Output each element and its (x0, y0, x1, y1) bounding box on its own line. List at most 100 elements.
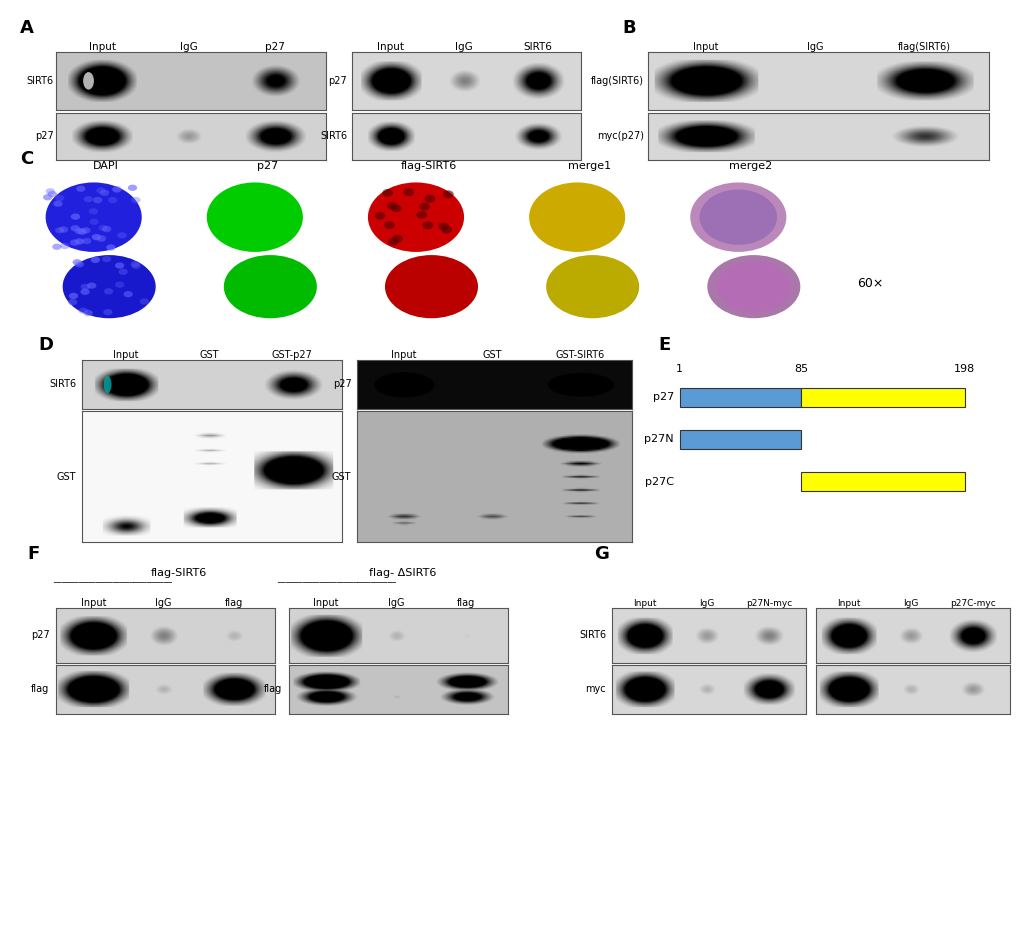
Ellipse shape (690, 182, 786, 252)
Ellipse shape (368, 182, 464, 252)
Text: SIRT6: SIRT6 (523, 41, 551, 52)
Text: flag: flag (224, 598, 243, 608)
Text: p27N: p27N (644, 434, 674, 445)
Text: 198: 198 (953, 364, 974, 374)
Text: IgG: IgG (387, 598, 404, 608)
Ellipse shape (390, 204, 401, 212)
Ellipse shape (46, 182, 142, 252)
Text: flag(SIRT6): flag(SIRT6) (591, 76, 644, 86)
Text: flag(SIRT6): flag(SIRT6) (897, 41, 950, 52)
Ellipse shape (104, 289, 113, 294)
Ellipse shape (55, 195, 64, 201)
Ellipse shape (100, 190, 109, 196)
Ellipse shape (48, 191, 57, 197)
Text: E: E (657, 336, 669, 353)
Ellipse shape (74, 227, 84, 234)
Text: IgG: IgG (903, 599, 918, 608)
Ellipse shape (72, 259, 82, 265)
Ellipse shape (112, 186, 121, 193)
Ellipse shape (716, 260, 791, 313)
Ellipse shape (403, 188, 414, 196)
Text: flag: flag (32, 684, 50, 695)
Ellipse shape (391, 235, 403, 243)
Text: p27: p27 (332, 380, 352, 389)
Ellipse shape (89, 208, 98, 214)
Text: GST: GST (331, 472, 352, 481)
Text: p27: p27 (265, 41, 284, 52)
Bar (679, 430, 801, 449)
Ellipse shape (117, 232, 126, 239)
Ellipse shape (140, 298, 149, 305)
Ellipse shape (87, 282, 96, 289)
Text: ────────────────────────────: ──────────────────────────── (277, 580, 396, 586)
Ellipse shape (115, 262, 124, 269)
Text: flag: flag (457, 598, 475, 608)
Bar (801, 387, 964, 407)
Ellipse shape (55, 227, 64, 233)
Ellipse shape (84, 310, 93, 316)
Ellipse shape (438, 223, 448, 230)
Text: Input: Input (633, 599, 656, 608)
Text: p27: p27 (328, 76, 346, 86)
Text: Input: Input (390, 350, 416, 360)
Ellipse shape (382, 189, 392, 196)
Text: merge2: merge2 (729, 162, 771, 171)
Ellipse shape (81, 284, 90, 290)
Text: ────────────────────────────: ──────────────────────────── (53, 580, 172, 586)
Ellipse shape (424, 195, 435, 203)
Ellipse shape (52, 243, 61, 250)
Ellipse shape (81, 289, 90, 295)
Ellipse shape (43, 194, 52, 200)
Text: myc: myc (585, 684, 605, 695)
Ellipse shape (422, 221, 433, 229)
Bar (801, 472, 964, 491)
Text: myc(p27): myc(p27) (597, 132, 644, 141)
Text: A: A (20, 19, 35, 37)
Text: SIRT6: SIRT6 (320, 132, 346, 141)
Text: Input: Input (89, 41, 115, 52)
Ellipse shape (123, 291, 132, 297)
Text: GST: GST (199, 350, 219, 360)
Ellipse shape (102, 256, 111, 262)
Text: Input: Input (81, 598, 106, 608)
Ellipse shape (68, 299, 77, 306)
Ellipse shape (84, 72, 94, 89)
Text: IgG: IgG (179, 41, 198, 52)
Ellipse shape (62, 255, 156, 319)
Ellipse shape (96, 236, 106, 243)
Ellipse shape (223, 255, 317, 319)
Text: IgG: IgG (455, 41, 473, 52)
Ellipse shape (77, 228, 87, 235)
Ellipse shape (102, 226, 111, 232)
Ellipse shape (91, 257, 100, 263)
Ellipse shape (82, 227, 91, 233)
Ellipse shape (104, 376, 111, 393)
Text: G: G (593, 545, 608, 563)
Ellipse shape (99, 225, 108, 231)
Text: Input: Input (313, 598, 338, 608)
Ellipse shape (108, 196, 117, 203)
Ellipse shape (78, 307, 88, 314)
Text: DAPI: DAPI (93, 162, 119, 171)
Text: IgG: IgG (806, 41, 822, 52)
Ellipse shape (82, 238, 92, 244)
Ellipse shape (60, 243, 69, 249)
Ellipse shape (76, 185, 86, 192)
Text: 60×: 60× (856, 276, 882, 290)
Text: p27C: p27C (644, 477, 674, 487)
Ellipse shape (416, 211, 427, 219)
Text: p27: p27 (652, 392, 674, 402)
Ellipse shape (387, 238, 398, 245)
Ellipse shape (374, 212, 385, 220)
Text: B: B (622, 19, 635, 37)
Ellipse shape (84, 196, 93, 202)
Text: p27: p27 (35, 132, 53, 141)
Text: Input: Input (377, 41, 404, 52)
Text: SIRT6: SIRT6 (26, 76, 53, 86)
Ellipse shape (96, 187, 106, 194)
Ellipse shape (131, 196, 141, 203)
Ellipse shape (97, 235, 106, 242)
Ellipse shape (53, 200, 62, 207)
Text: Input: Input (692, 41, 717, 52)
Ellipse shape (115, 281, 124, 288)
